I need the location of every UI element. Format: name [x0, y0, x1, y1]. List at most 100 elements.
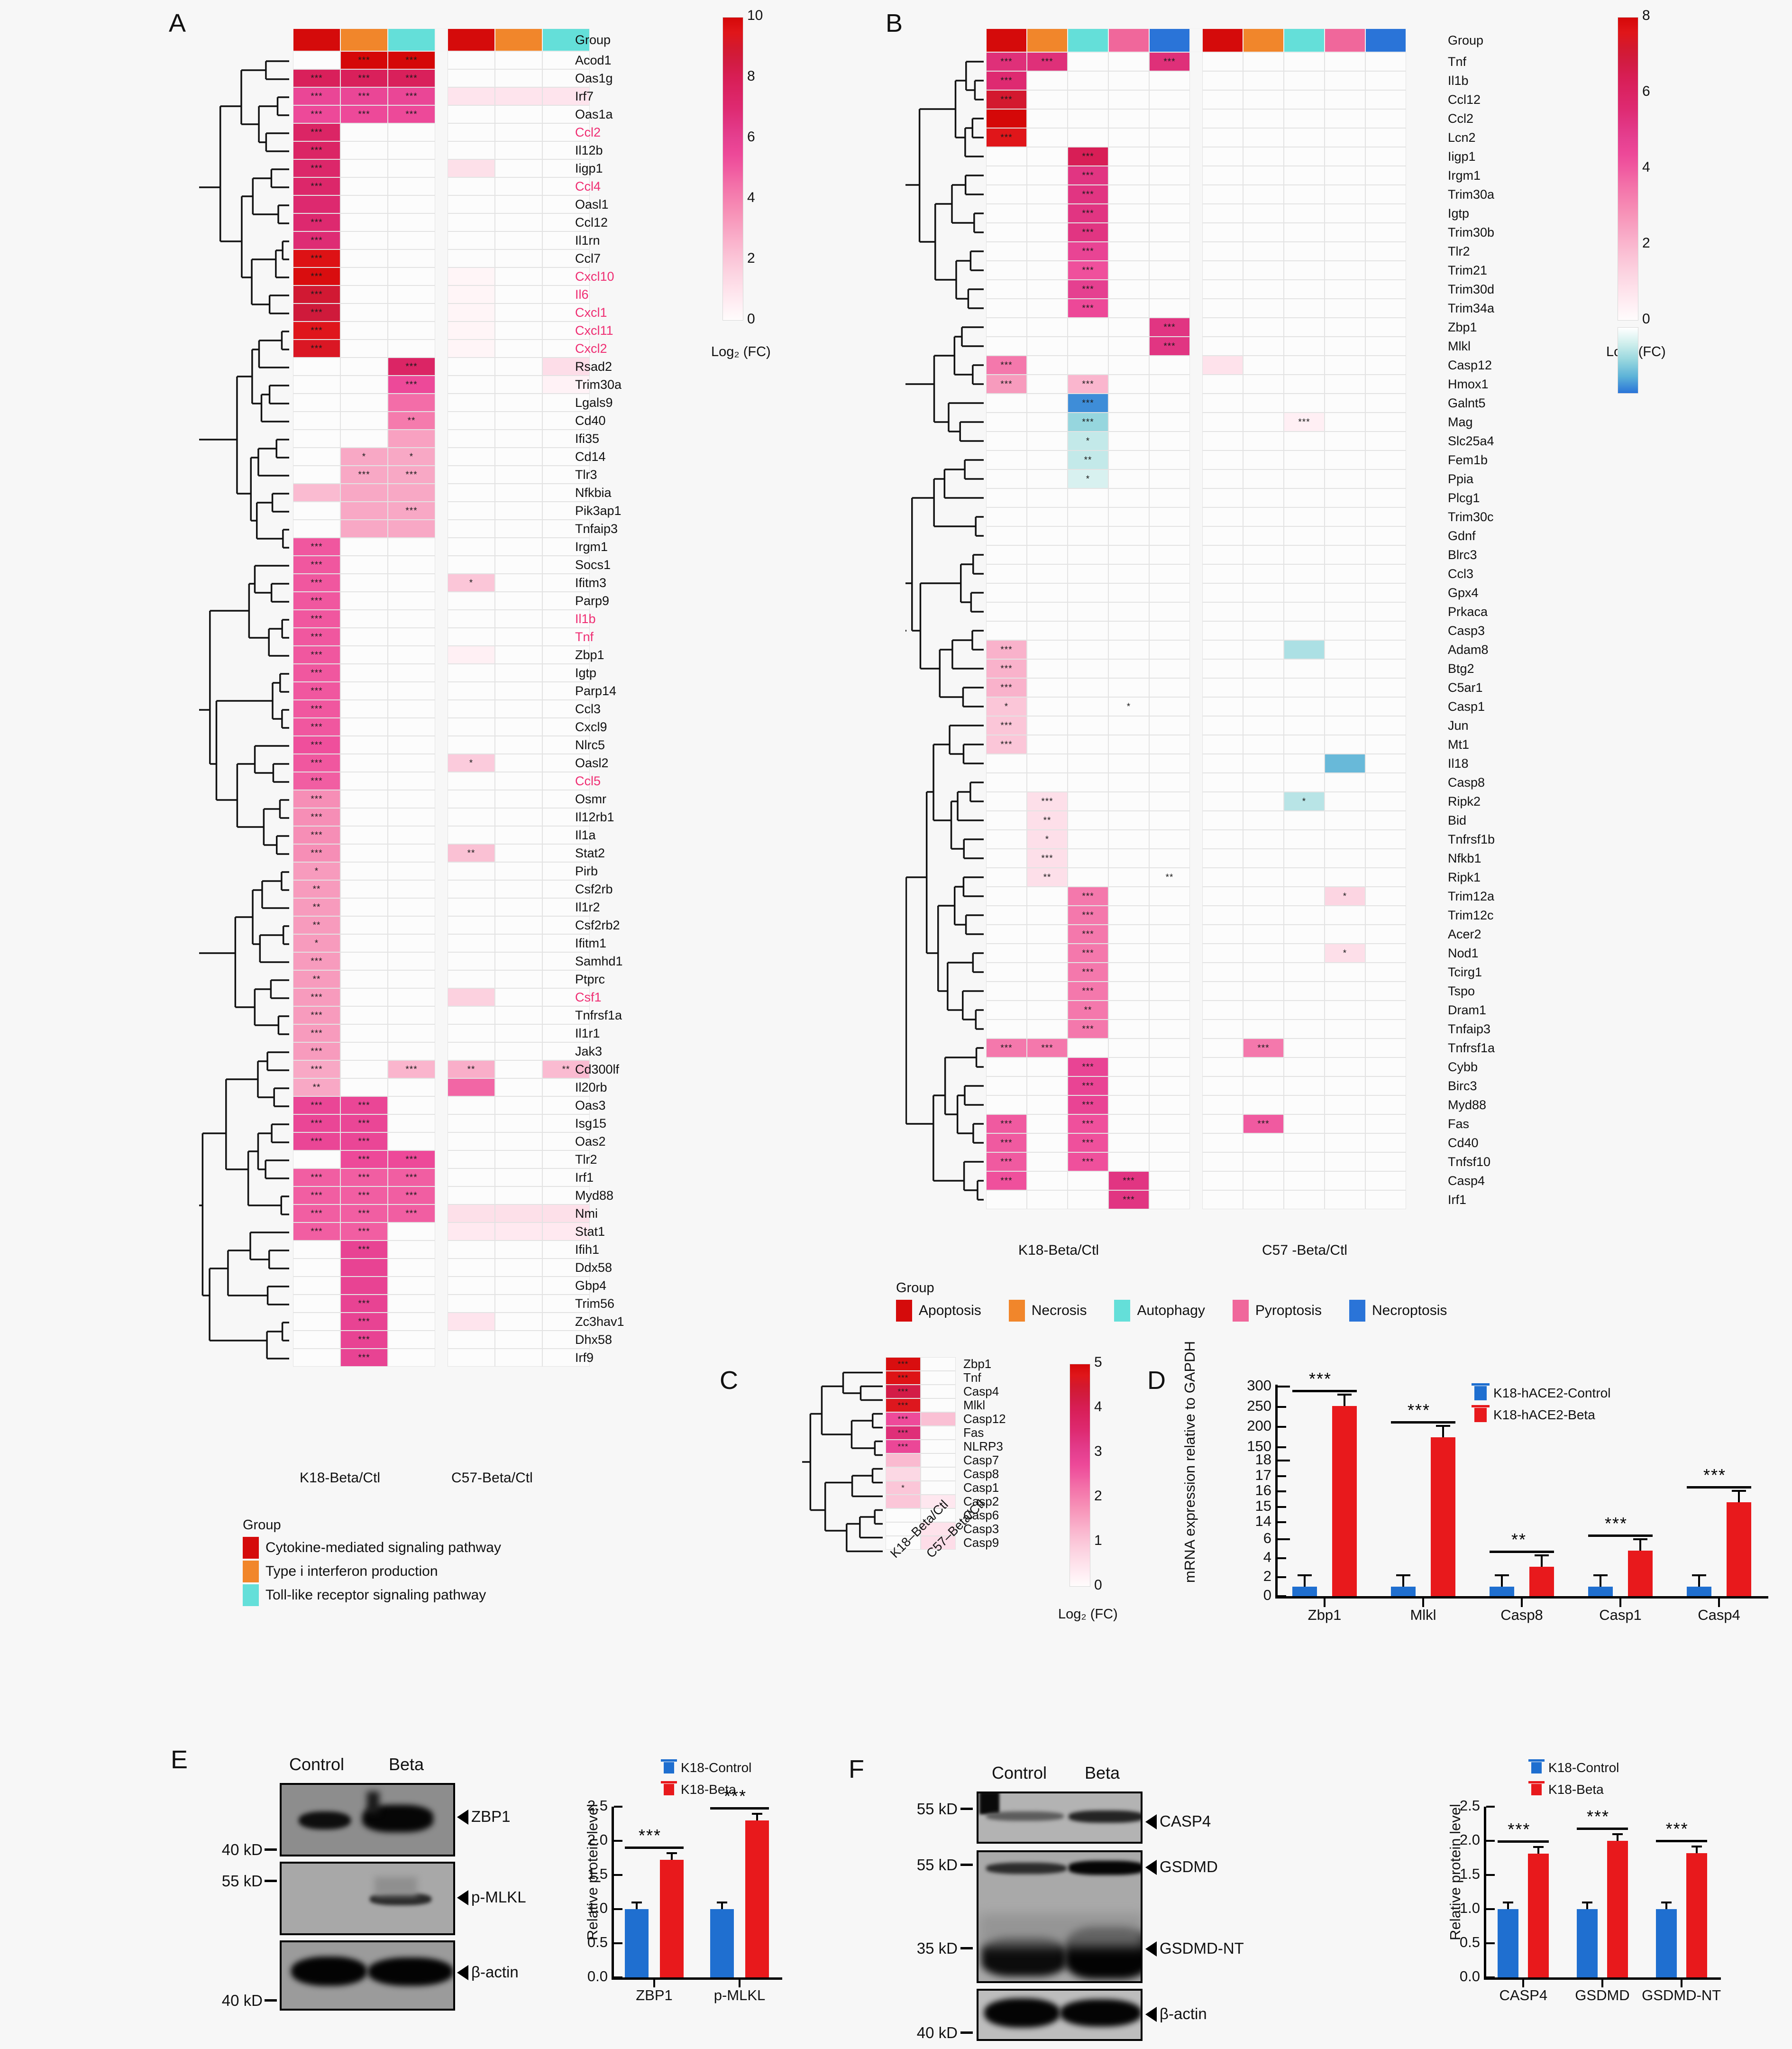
heatmap-row: [886, 1536, 956, 1550]
heatmap-cell: [495, 466, 542, 484]
column-gap: [1190, 830, 1202, 849]
heatmap-cell: [542, 376, 590, 394]
panel-e-blot-zbp1: [280, 1783, 455, 1856]
colorbar-tick: 0: [1094, 1577, 1102, 1593]
heatmap-cell: [1284, 678, 1325, 697]
error-bar: [1507, 1902, 1509, 1909]
heatmap-cell: [986, 1076, 1027, 1095]
panel-f-letter: F: [849, 1755, 864, 1783]
y-axis-tick: 6: [1263, 1530, 1271, 1546]
gene-label: Igtp: [575, 665, 597, 680]
heatmap-row: ***: [986, 337, 1406, 356]
heatmap-cell: [448, 970, 495, 988]
heatmap-cell: [1325, 413, 1365, 432]
heatmap-cell: [340, 177, 388, 195]
heatmap-cell: [495, 376, 542, 394]
heatmap-cell: [495, 141, 542, 159]
heatmap-cell: [1243, 450, 1284, 469]
heatmap-cell: [1027, 356, 1068, 375]
heatmap-cell: [1202, 659, 1243, 678]
heatmap-row: ****: [986, 887, 1406, 906]
heatmap-cell: [1325, 166, 1365, 185]
heatmap-cell: [986, 1057, 1027, 1076]
colorbar-tick: 2: [1094, 1488, 1102, 1504]
heatmap-cell: [495, 213, 542, 231]
heatmap-cell: [1365, 109, 1406, 128]
column-gap: [435, 285, 448, 303]
panel-a-group-legend-title: Group: [243, 1517, 281, 1533]
heatmap-row: ***: [293, 1024, 590, 1042]
heatmap-cell: [388, 862, 435, 880]
heatmap-cell: [388, 790, 435, 808]
heatmap-cell: [1202, 697, 1243, 716]
column-gap: [1190, 1095, 1202, 1114]
heatmap-cell: [986, 1095, 1027, 1114]
heatmap-cell: [388, 934, 435, 952]
heatmap-cell: ***: [1149, 318, 1190, 337]
heatmap-cell: [1243, 754, 1284, 773]
heatmap-cell: [921, 1495, 956, 1508]
heatmap-cell: [1027, 394, 1068, 413]
gene-label: Jun: [1448, 718, 1469, 733]
legend-label: Toll-like receptor signaling pathway: [265, 1587, 486, 1603]
heatmap-cell: [542, 1114, 590, 1132]
heatmap-cell: ***: [293, 736, 340, 754]
heatmap-cell: [388, 574, 435, 592]
heatmap-cell: [886, 1522, 921, 1536]
colorbar-tick: 1: [1094, 1533, 1102, 1548]
heatmap-cell: [1284, 128, 1325, 147]
heatmap-cell: [1027, 716, 1068, 735]
heatmap-cell: [1149, 432, 1190, 450]
heatmap-cell: [388, 970, 435, 988]
heatmap-cell: [1325, 1190, 1365, 1209]
heatmap-cell: [340, 484, 388, 502]
legend-label: Autophagy: [1137, 1303, 1205, 1318]
significance-stars: ***: [724, 1786, 747, 1806]
heatmap-cell: [1027, 640, 1068, 659]
y-axis-tickmark: [1278, 1386, 1290, 1387]
column-gap: [435, 195, 448, 213]
heatmap-cell: [448, 628, 495, 646]
heatmap-row: *: [986, 469, 1406, 488]
heatmap-row: ****: [986, 792, 1406, 811]
gene-label: Fas: [963, 1425, 984, 1440]
heatmap-cell: [1108, 109, 1149, 128]
column-gap: [435, 249, 448, 267]
group-swatch: [1202, 28, 1243, 52]
heatmap-row: ***: [986, 906, 1406, 925]
error-bar-cap: [1612, 1833, 1623, 1835]
heatmap-cell: [1243, 887, 1284, 906]
heatmap-cell: ***: [293, 628, 340, 646]
heatmap-cell: ***: [388, 466, 435, 484]
heatmap-row: *** ***: [293, 1114, 590, 1132]
column-gap: [435, 484, 448, 502]
gene-label: Iigp1: [1448, 149, 1476, 164]
heatmap-cell: [1325, 469, 1365, 488]
heatmap-cell: [1284, 640, 1325, 659]
heatmap-cell: [1325, 545, 1365, 564]
heatmap-cell: [448, 448, 495, 466]
heatmap-cell: ***: [293, 754, 340, 772]
heatmap-cell: [340, 213, 388, 231]
gene-label: Ripk2: [1448, 794, 1481, 809]
heatmap-cell: [388, 826, 435, 844]
heatmap-row: ***: [886, 1398, 956, 1412]
heatmap-row: **: [293, 970, 590, 988]
heatmap-cell: [1027, 185, 1068, 204]
heatmap-cell: [1284, 849, 1325, 868]
heatmap-cell: [542, 880, 590, 898]
heatmap-cell: ***: [293, 574, 340, 592]
heatmap-cell: [495, 826, 542, 844]
heatmap-cell: [1149, 280, 1190, 299]
column-gap: [435, 718, 448, 736]
heatmap-cell: ***: [293, 249, 340, 267]
heatmap-cell: ***: [1284, 413, 1325, 432]
gene-label: Gbp4: [575, 1278, 607, 1293]
heatmap-cell: ***: [340, 1150, 388, 1168]
heatmap-cell: [1243, 963, 1284, 982]
heatmap-cell: ***: [340, 1295, 388, 1313]
heatmap-cell: [542, 213, 590, 231]
heatmap-row: [986, 488, 1406, 507]
heatmap-cell: [1325, 109, 1365, 128]
colorbar-tick: 4: [747, 190, 755, 205]
